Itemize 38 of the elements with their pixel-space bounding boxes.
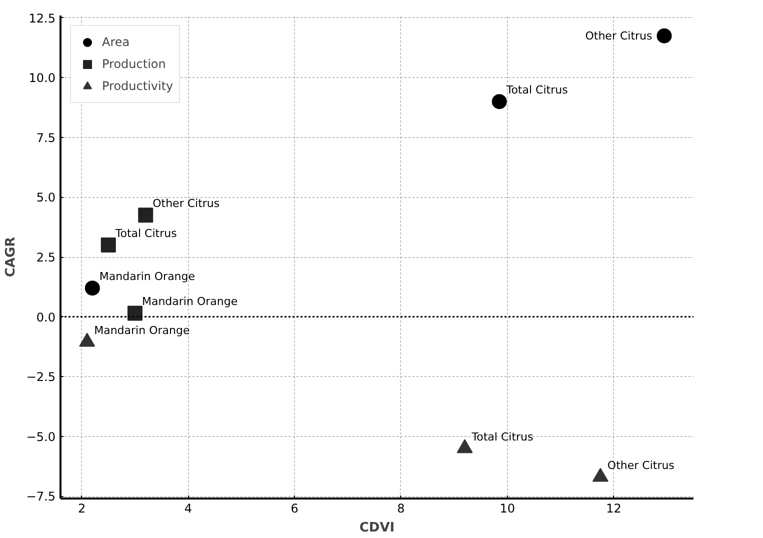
annotation: Mandarin Orange — [99, 270, 196, 284]
point — [138, 208, 154, 223]
legend-label: Productivity — [102, 79, 174, 93]
y-tick-label: 5.0 — [36, 190, 56, 205]
annotation: Mandarin Orange — [142, 295, 238, 308]
legend-label: Area — [102, 35, 130, 49]
y-axis-title: CAGR — [3, 236, 18, 278]
point — [492, 94, 507, 110]
x-tick-label: 12 — [606, 502, 622, 516]
x-tick-label: 10 — [500, 502, 515, 516]
point — [592, 468, 608, 482]
y-tick-label: 10.0 — [28, 71, 56, 86]
y-tick-label: 7.5 — [36, 130, 56, 145]
point — [656, 28, 672, 44]
x-axis-title: CDVI — [359, 520, 395, 536]
annotation: Other Citrus — [152, 197, 220, 210]
point — [127, 306, 142, 321]
annotation: Other Citrus — [585, 29, 653, 42]
y-tick-label: 2.5 — [36, 250, 56, 264]
legend-label: Production — [102, 57, 166, 71]
annotation: Total Citrus — [114, 227, 178, 240]
annotation: Mandarin Orange — [94, 324, 190, 337]
x-tick-label: 4 — [184, 502, 192, 516]
point — [100, 238, 116, 253]
annotation: Other Citrus — [607, 458, 675, 472]
point — [79, 332, 96, 347]
x-tick-label: 8 — [397, 502, 405, 516]
point — [84, 280, 100, 296]
point — [456, 439, 473, 454]
y-tick-label: −2.5 — [26, 370, 56, 384]
x-tick-label: 6 — [290, 502, 298, 516]
annotation: Total Citrus — [505, 84, 568, 97]
y-tick-label: 0.0 — [36, 310, 56, 324]
y-tick-label: 12.5 — [28, 11, 56, 26]
y-tick-label: −5.0 — [26, 430, 56, 444]
annotation: Total Citrus — [470, 430, 534, 444]
y-tick-label: −7.5 — [26, 490, 56, 504]
x-tick-label: 2 — [78, 502, 86, 516]
